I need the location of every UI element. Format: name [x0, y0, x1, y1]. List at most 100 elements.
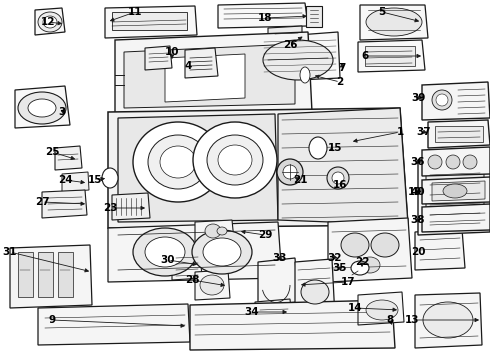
Text: 14: 14: [348, 303, 362, 313]
Polygon shape: [360, 5, 428, 40]
Text: 5: 5: [378, 7, 386, 17]
Polygon shape: [145, 46, 172, 70]
Ellipse shape: [43, 16, 57, 28]
Text: 11: 11: [128, 7, 142, 17]
Ellipse shape: [160, 146, 196, 178]
Ellipse shape: [371, 233, 399, 257]
Polygon shape: [426, 165, 484, 230]
Ellipse shape: [133, 122, 223, 202]
Text: 10: 10: [165, 47, 179, 57]
Ellipse shape: [341, 233, 369, 257]
Text: 22: 22: [355, 257, 369, 267]
Ellipse shape: [301, 280, 329, 304]
Polygon shape: [105, 6, 197, 38]
Text: 15: 15: [88, 175, 102, 185]
Polygon shape: [415, 229, 465, 270]
Ellipse shape: [366, 300, 398, 320]
Text: 3: 3: [58, 107, 66, 117]
Polygon shape: [185, 48, 218, 78]
Polygon shape: [15, 86, 70, 128]
Text: 20: 20: [411, 247, 425, 257]
Text: 8: 8: [387, 315, 393, 325]
Polygon shape: [415, 293, 482, 348]
Polygon shape: [62, 172, 89, 192]
Text: 6: 6: [361, 51, 368, 61]
Ellipse shape: [428, 155, 442, 169]
Ellipse shape: [436, 94, 448, 106]
FancyBboxPatch shape: [38, 252, 53, 297]
Ellipse shape: [309, 137, 327, 159]
Polygon shape: [190, 300, 395, 350]
Ellipse shape: [218, 145, 252, 175]
Ellipse shape: [193, 122, 277, 198]
FancyBboxPatch shape: [112, 12, 187, 30]
Text: 37: 37: [416, 127, 431, 137]
Text: 17: 17: [341, 277, 355, 287]
Ellipse shape: [277, 159, 303, 185]
Text: 27: 27: [35, 197, 49, 207]
Polygon shape: [428, 120, 490, 148]
Ellipse shape: [200, 275, 224, 295]
Polygon shape: [124, 44, 295, 108]
Ellipse shape: [207, 135, 263, 185]
Polygon shape: [195, 270, 230, 300]
Text: 25: 25: [45, 147, 59, 157]
Ellipse shape: [443, 184, 467, 198]
Polygon shape: [108, 222, 282, 282]
Ellipse shape: [192, 230, 252, 274]
Ellipse shape: [463, 155, 477, 169]
Text: 19: 19: [408, 187, 422, 197]
Ellipse shape: [133, 228, 197, 276]
Polygon shape: [115, 32, 312, 115]
Ellipse shape: [327, 167, 349, 189]
Polygon shape: [418, 156, 490, 235]
Ellipse shape: [28, 99, 56, 117]
Ellipse shape: [38, 12, 62, 32]
Polygon shape: [118, 114, 278, 222]
Ellipse shape: [366, 8, 422, 36]
Text: 23: 23: [103, 203, 117, 213]
Text: 33: 33: [273, 253, 287, 263]
Text: 35: 35: [333, 263, 347, 273]
Polygon shape: [358, 292, 404, 325]
FancyBboxPatch shape: [435, 126, 483, 142]
Text: 29: 29: [258, 230, 272, 240]
Text: 32: 32: [328, 253, 342, 263]
Polygon shape: [432, 181, 485, 201]
Text: 2: 2: [336, 77, 343, 87]
Text: 1: 1: [396, 127, 404, 137]
Ellipse shape: [203, 238, 241, 266]
Ellipse shape: [423, 302, 473, 338]
Polygon shape: [35, 8, 65, 35]
Polygon shape: [306, 6, 322, 27]
Polygon shape: [328, 218, 412, 282]
Text: 7: 7: [338, 63, 345, 73]
Text: 15: 15: [328, 143, 342, 153]
Text: 34: 34: [245, 307, 259, 317]
Text: 28: 28: [185, 275, 199, 285]
Polygon shape: [108, 108, 408, 228]
Polygon shape: [255, 299, 292, 322]
Text: 31: 31: [3, 247, 17, 257]
Ellipse shape: [351, 261, 369, 275]
Text: 13: 13: [405, 315, 419, 325]
Polygon shape: [165, 54, 245, 102]
Polygon shape: [422, 147, 490, 176]
Ellipse shape: [446, 155, 460, 169]
Text: 4: 4: [184, 61, 192, 71]
FancyBboxPatch shape: [365, 46, 415, 66]
Polygon shape: [422, 177, 490, 204]
Polygon shape: [268, 26, 302, 42]
Ellipse shape: [360, 257, 380, 273]
Polygon shape: [422, 82, 490, 120]
Text: 18: 18: [258, 13, 272, 23]
Text: 40: 40: [411, 187, 425, 197]
FancyBboxPatch shape: [18, 252, 33, 297]
Polygon shape: [258, 258, 298, 305]
Text: 21: 21: [293, 175, 307, 185]
Ellipse shape: [332, 172, 344, 184]
Text: 30: 30: [161, 255, 175, 265]
Polygon shape: [422, 204, 490, 232]
Text: 26: 26: [283, 40, 297, 50]
Polygon shape: [218, 3, 308, 28]
